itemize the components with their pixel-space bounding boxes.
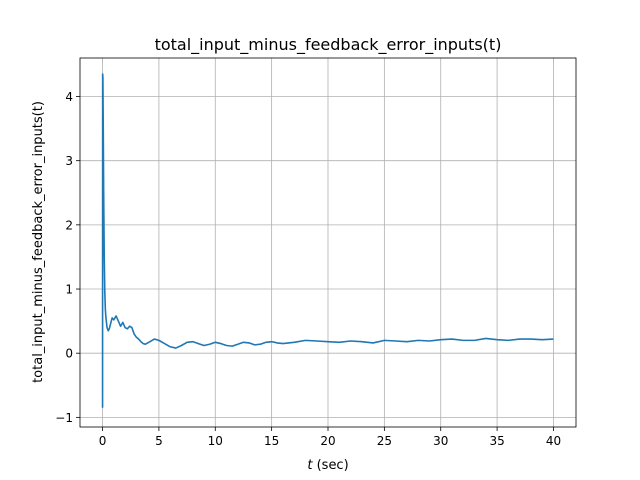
series-line: [101, 73, 554, 408]
y-tick-label: 2: [65, 218, 73, 232]
x-axis-label: t (sec): [307, 458, 348, 473]
x-tick-label: 20: [320, 434, 335, 448]
grid-layer: [80, 58, 576, 427]
x-axis-label-variable: t: [307, 458, 313, 473]
x-axis-label-unit: (sec): [317, 458, 349, 473]
x-tick-label: 40: [546, 434, 561, 448]
y-axis-ticks: −1 0 1 2 3 4: [55, 90, 80, 425]
series-layer: [101, 73, 554, 408]
x-tick-label: 30: [433, 434, 448, 448]
x-tick-label: 25: [377, 434, 392, 448]
x-tick-label: 10: [208, 434, 223, 448]
x-tick-label: 35: [489, 434, 504, 448]
y-axis-label: total_input_minus_feedback_error_inputs(…: [31, 101, 46, 383]
y-tick-label: 1: [65, 283, 73, 297]
y-tick-label: −1: [55, 411, 73, 425]
x-tick-label: 5: [155, 434, 163, 448]
x-tick-label: 15: [264, 434, 279, 448]
y-tick-label: 0: [65, 347, 73, 361]
x-axis-ticks: 0 5 10 15 20 25 30 35 40: [99, 427, 561, 448]
y-tick-label: 3: [65, 154, 73, 168]
y-tick-label: 4: [65, 90, 73, 104]
chart-title: total_input_minus_feedback_error_inputs(…: [155, 35, 502, 55]
x-tick-label: 0: [99, 434, 107, 448]
